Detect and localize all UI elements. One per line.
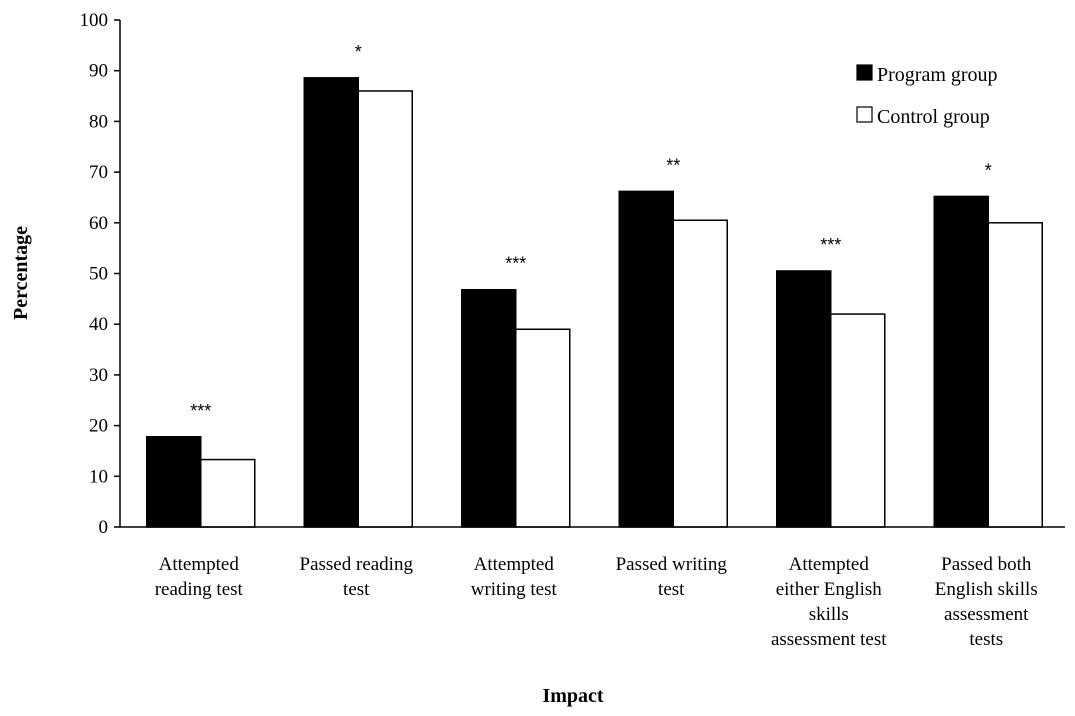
x-category-label: Attempted either English skills assessment … — [771, 554, 887, 650]
bar-program-1 — [146, 436, 202, 528]
bar-control-1 — [200, 458, 256, 528]
x-axis-title: Impact — [542, 685, 603, 707]
y-tick-label: 90 — [89, 61, 108, 82]
x-category-label-line: assessment — [944, 604, 1029, 625]
x-category-label-line: Passed both — [941, 554, 1032, 575]
y-tick-label: 100 — [80, 10, 109, 31]
legend-swatch-control — [856, 106, 873, 123]
bar-control-3 — [515, 328, 571, 528]
x-category-label-line: assessment test — [771, 629, 887, 650]
legend-label-program: Program group — [877, 64, 998, 86]
x-category-label-line: test — [343, 579, 370, 600]
bar-program-4 — [618, 190, 674, 528]
bar-program-2 — [303, 77, 359, 528]
y-tick-label: 40 — [89, 314, 108, 335]
legend: Program group Control group — [856, 64, 998, 128]
significance-label: ** — [666, 155, 680, 175]
legend-swatch-program — [856, 64, 873, 81]
x-category-label-line: reading test — [155, 579, 244, 600]
y-axis-ticks: 0 10 20 30 40 50 60 70 80 90 100 — [80, 10, 120, 538]
bar-control-5 — [830, 313, 886, 528]
legend-label-control: Control group — [877, 106, 990, 128]
significance-label: * — [985, 160, 992, 180]
bar-control-6 — [987, 222, 1043, 528]
x-category-label-line: Passed reading — [300, 554, 414, 575]
bar-program-3 — [461, 288, 517, 528]
bar-control-4 — [672, 219, 728, 528]
significance-label: *** — [190, 401, 211, 421]
y-axis-title: Percentage — [10, 226, 32, 320]
x-category-label: Attempted writing test — [471, 554, 558, 600]
y-tick-label: 60 — [89, 213, 108, 234]
x-category-label-line: skills — [809, 604, 849, 625]
bar-program-5 — [776, 270, 832, 528]
x-category-label-line: Attempted — [159, 554, 240, 575]
y-tick-label: 50 — [89, 264, 108, 285]
x-category-label: Passed both English skills assessment tests — [935, 554, 1038, 650]
significance-label: *** — [505, 254, 526, 274]
x-category-label-line: test — [658, 579, 685, 600]
y-tick-label: 70 — [89, 162, 108, 183]
bars — [146, 77, 1043, 528]
bar-control-2 — [357, 90, 413, 528]
x-category-label-line: English skills — [935, 579, 1038, 600]
significance-label: *** — [820, 235, 841, 255]
bar-program-6 — [933, 195, 989, 528]
y-tick-label: 10 — [89, 466, 108, 487]
significance-labels: ************* — [190, 42, 992, 421]
x-category-label-line: Passed writing — [616, 554, 728, 575]
y-tick-label: 80 — [89, 111, 108, 132]
y-tick-label: 0 — [99, 517, 109, 538]
x-category-label-line: Attempted — [474, 554, 555, 575]
x-category-label-line: writing test — [471, 579, 558, 600]
x-category-label: Attempted reading test — [155, 554, 244, 600]
y-tick-label: 30 — [89, 365, 108, 386]
x-category-label: Passed writing test — [616, 554, 728, 600]
y-tick-label: 20 — [89, 416, 108, 437]
x-category-label-line: tests — [969, 629, 1003, 650]
x-category-label-line: either English — [776, 579, 883, 600]
x-axis-category-labels: Attempted reading test Passed reading test A… — [155, 554, 1038, 650]
x-category-label: Passed reading test — [300, 554, 414, 600]
significance-label: * — [355, 42, 362, 62]
x-category-label-line: Attempted — [789, 554, 870, 575]
